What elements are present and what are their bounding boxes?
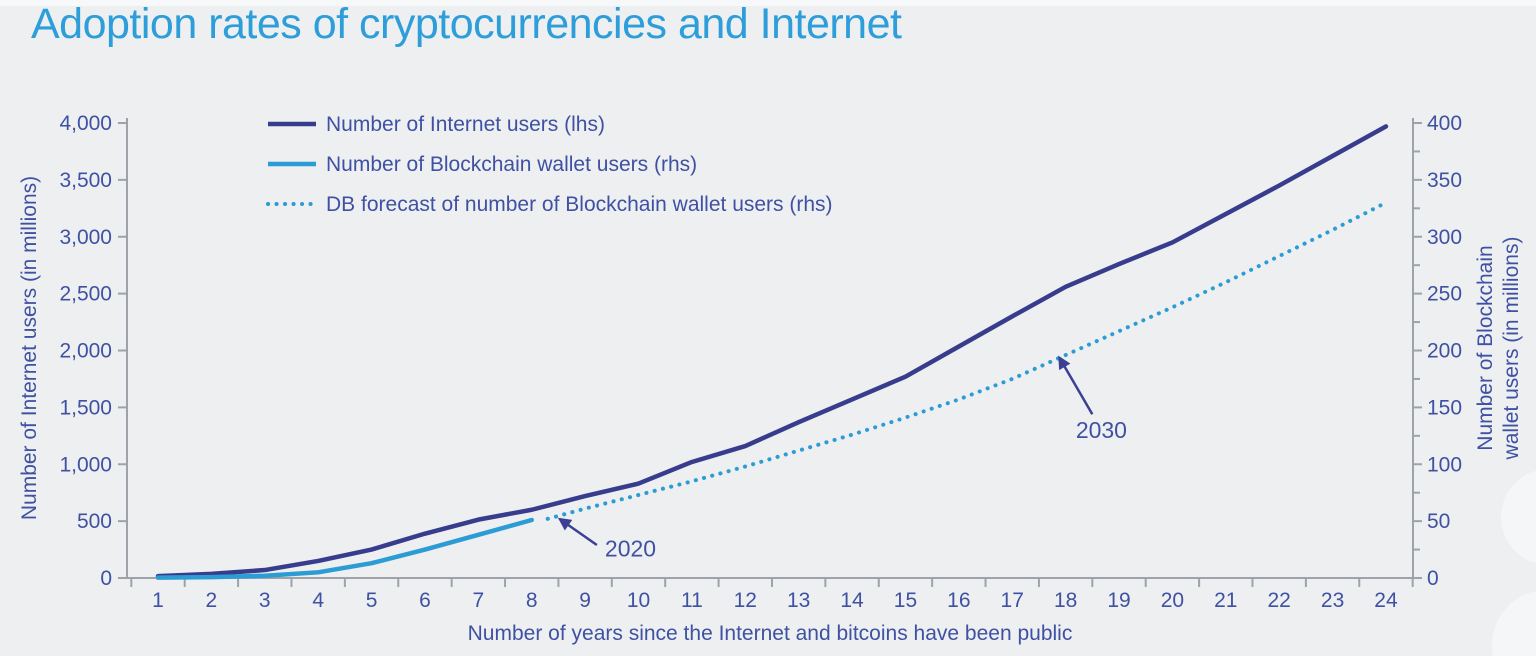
legend-label: Number of Blockchain wallet users (rhs) [326, 153, 697, 176]
x-axis-tick-label: 11 [681, 589, 703, 612]
legend-item: Number of Blockchain wallet users (rhs) [268, 153, 697, 176]
right-axis-tick-label: 150 [1427, 396, 1462, 419]
annotation-arrow [1058, 355, 1094, 415]
x-axis-tick-label: 5 [366, 589, 378, 612]
x-axis-tick-label: 4 [312, 589, 324, 612]
annotation-2020: 2020 [557, 517, 656, 561]
x-axis-tick-label: 21 [1214, 589, 1237, 612]
left-axis-title: Number of Internet users (in millions) [18, 176, 41, 520]
right-axis-tick-label: 250 [1427, 283, 1462, 306]
x-axis-title: Number of years since the Internet and b… [468, 622, 1073, 645]
left-axis-tick-label: 500 [77, 510, 112, 533]
right-axis-tick-label: 400 [1427, 112, 1462, 135]
left-axis-tick-label: 2,500 [59, 283, 112, 306]
x-axis-tick-label: 7 [472, 589, 484, 612]
x-axis-tick-label: 6 [419, 589, 431, 612]
left-axis-tick-label: 2,000 [59, 340, 112, 363]
x-axis-tick-label: 23 [1321, 589, 1344, 612]
right-axis-tick-label: 200 [1427, 340, 1462, 363]
legend-label: Number of Internet users (lhs) [326, 113, 605, 136]
legend: Number of Internet users (lhs) Number of … [266, 113, 833, 216]
x-axis-tick-label: 15 [894, 589, 917, 612]
x-axis-tick-label: 3 [259, 589, 271, 612]
x-axis-tick-label: 10 [627, 589, 650, 612]
right-axis-tick-label: 300 [1427, 226, 1462, 249]
decorative-circle [1501, 470, 1536, 564]
annotation-label: 2030 [1076, 417, 1127, 443]
x-axis-tick-label: 19 [1107, 589, 1130, 612]
left-axis-tick-label: 4,000 [59, 112, 112, 135]
x-axis-tick-label: 16 [947, 589, 970, 612]
db-forecast-dotted-line [545, 200, 1388, 521]
left-axis-tick-label: 3,000 [59, 226, 112, 249]
legend-label: DB forecast of number of Blockchain wall… [326, 193, 833, 216]
x-axis-tick-label: 1 [152, 589, 164, 612]
legend-item: DB forecast of number of Blockchain wall… [266, 193, 833, 216]
x-axis-tick-label: 8 [526, 589, 538, 612]
x-axis-tick-label: 18 [1054, 589, 1077, 612]
right-axis-tick-label: 100 [1427, 453, 1462, 476]
left-axis-tick-label: 1,500 [59, 396, 112, 419]
annotation-arrow [557, 517, 598, 547]
legend-item: Number of Internet users (lhs) [268, 113, 605, 136]
decorative-circle [1492, 591, 1536, 656]
annotation-2030: 2030 [1058, 355, 1127, 443]
x-axis-tick-label: 17 [1001, 589, 1024, 612]
x-axis-tick-label: 12 [734, 589, 757, 612]
right-axis-tick-label: 350 [1427, 169, 1462, 192]
blockchain-wallet-users-line [155, 517, 534, 580]
x-axis-tick-label: 9 [579, 589, 591, 612]
annotation-label: 2020 [605, 535, 656, 561]
right-axis-title-line2: wallet users (in millions) [1500, 237, 1523, 461]
left-axis-tick-label: 0 [100, 567, 112, 590]
x-axis-tick-label: 14 [840, 589, 864, 612]
left-axis-tick-label: 3,500 [59, 169, 112, 192]
left-axis-tick-label: 1,000 [59, 453, 112, 476]
right-axis-tick-label: 50 [1427, 510, 1450, 533]
x-axis-tick-label: 20 [1161, 589, 1184, 612]
internet-users-line [155, 124, 1389, 579]
right-axis-title-line1: Number of Blockchain [1474, 245, 1497, 450]
chart-title: Adoption rates of cryptocurrencies and I… [31, 0, 902, 48]
x-axis-tick-label: 22 [1268, 589, 1291, 612]
right-axis-tick-label: 0 [1427, 567, 1439, 590]
top-strip [0, 0, 1536, 6]
x-axis-tick-label: 13 [787, 589, 810, 612]
x-axis-tick-label: 24 [1374, 589, 1398, 612]
x-axis-tick-label: 2 [206, 589, 218, 612]
